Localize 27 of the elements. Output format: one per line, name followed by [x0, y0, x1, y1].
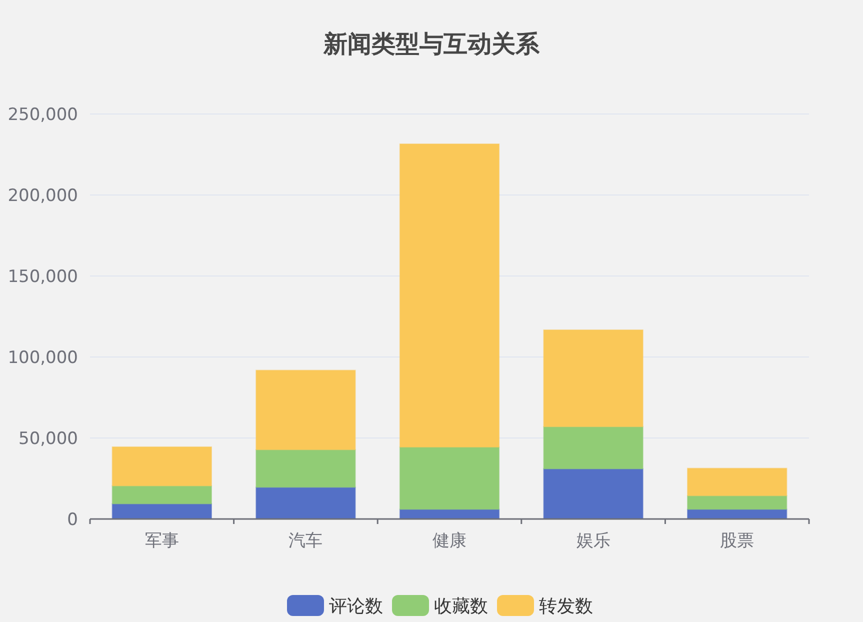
- y-tick-label: 250,000: [8, 105, 78, 125]
- x-tick-label: 汽车: [288, 531, 323, 551]
- x-tick-label: 军事: [144, 531, 179, 551]
- y-tick-label: 200,000: [8, 186, 78, 206]
- y-tick-label: 100,000: [8, 348, 78, 368]
- legend-label: 转发数: [539, 596, 593, 617]
- x-tick-label: 健康: [432, 531, 466, 551]
- bar: [112, 446, 212, 486]
- legend-label: 收藏数: [434, 596, 488, 617]
- y-tick-label: 50,000: [18, 429, 78, 449]
- bar: [543, 426, 644, 470]
- bar: [399, 143, 500, 448]
- y-tick-label: 150,000: [8, 267, 78, 287]
- bar: [686, 495, 788, 510]
- chart-title: 新闻类型与互动关系: [322, 30, 540, 58]
- bar: [543, 329, 644, 428]
- bar: [112, 485, 212, 504]
- bar: [399, 446, 500, 510]
- bar: [686, 468, 788, 496]
- bar: [256, 449, 356, 488]
- x-tick-label: 娱乐: [576, 531, 610, 551]
- bar: [543, 468, 644, 520]
- bar: [256, 486, 356, 520]
- y-tick-label: 0: [67, 510, 78, 530]
- x-tick-label: 股票: [720, 531, 754, 551]
- legend-label: 评论数: [329, 596, 383, 617]
- bar: [256, 370, 356, 450]
